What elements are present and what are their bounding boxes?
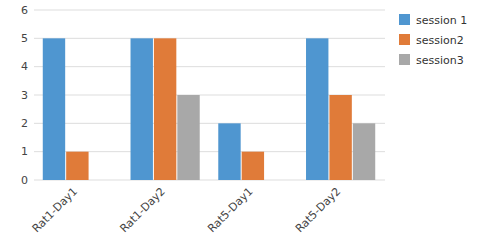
y-tick-label: 6: [21, 4, 28, 17]
bar: [329, 95, 351, 180]
y-tick-label: 2: [21, 117, 28, 130]
legend-swatch: [399, 14, 410, 25]
bar: [177, 95, 199, 180]
bar: [43, 38, 65, 180]
bar: [66, 152, 88, 180]
bar: [131, 38, 153, 180]
y-tick-label: 0: [21, 174, 28, 187]
y-tick-label: 5: [21, 32, 28, 45]
legend-swatch: [399, 34, 410, 45]
bars: [43, 38, 375, 180]
bar: [353, 123, 375, 180]
x-tick-label: Rat1-Day2: [117, 185, 167, 235]
grid-line: [34, 38, 385, 39]
bar: [154, 38, 176, 180]
grid-line: [34, 66, 385, 67]
legend: session 1 session2 session3: [399, 14, 467, 67]
legend-label: session2: [416, 34, 464, 47]
y-tick-label: 3: [21, 89, 28, 102]
x-tick-label: Rat1-Day1: [30, 185, 80, 235]
bar: [265, 180, 287, 181]
bar: [218, 123, 240, 180]
legend-label: session 1: [416, 14, 467, 27]
y-tick-label: 4: [21, 60, 28, 73]
y-tick-label: 1: [21, 145, 28, 158]
bar: [306, 38, 328, 180]
grid-line: [34, 10, 385, 11]
chart: 0 1 2 3 4 5 6 Rat1-Day1 Rat1-Day2 Rat5-Day1 Rat5-D…: [0, 0, 500, 249]
x-tick-label: Rat5-Day2: [293, 185, 343, 235]
grid: [34, 10, 385, 180]
legend-label: session3: [416, 54, 464, 67]
legend-swatch: [399, 54, 410, 65]
bar: [242, 152, 264, 180]
bar: [90, 180, 112, 181]
x-tick-label: Rat5-Day1: [205, 185, 255, 235]
